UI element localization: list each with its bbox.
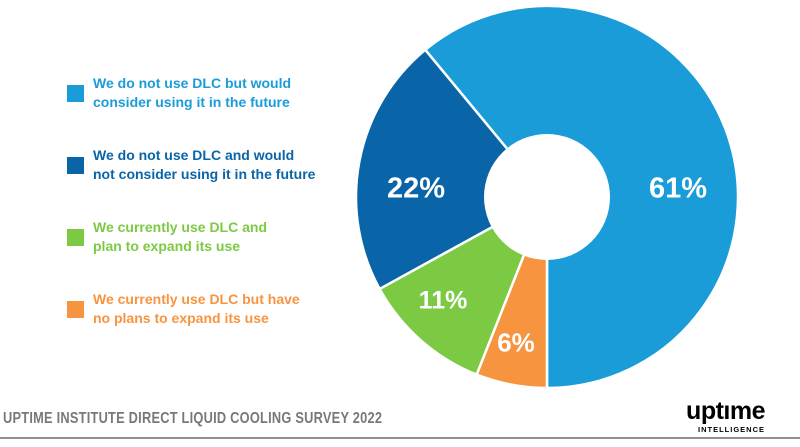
legend-label-line: no plans to expand its use — [93, 310, 269, 326]
slice-value-label: 61% — [648, 172, 708, 205]
legend-swatch — [67, 84, 84, 102]
legend-label-line: not consider using it in the future — [93, 166, 316, 182]
legend-label-line: We do not use DLC and would — [93, 147, 295, 163]
logo-tagline: INTELLIGENCE — [697, 425, 765, 434]
chart-source-caption: UPTIME INSTITUTE DIRECT LIQUID COOLING S… — [3, 410, 383, 427]
legend-item-not-consider: We do not use DLC and would not consider… — [67, 146, 377, 184]
legend-item-consider-future: We do not use DLC but would consider usi… — [67, 74, 377, 112]
legend-label: We currently use DLC but have no plans t… — [93, 290, 300, 328]
legend-label: We currently use DLC and plan to expand … — [93, 218, 267, 256]
chart-legend: We do not use DLC but would consider usi… — [67, 74, 377, 362]
legend-label: We do not use DLC but would consider usi… — [93, 74, 291, 112]
logo-wordmark: uptıme — [686, 397, 765, 425]
legend-item-no-expand: We currently use DLC but have no plans t… — [67, 290, 377, 328]
legend-swatch — [67, 156, 84, 174]
legend-label-line: We do not use DLC but would — [93, 75, 292, 91]
uptime-intelligence-logo: uptıme INTELLIGENCE — [686, 399, 765, 434]
pie-slice-1 — [354, 48, 549, 291]
legend-swatch — [67, 300, 84, 318]
footer-divider — [0, 437, 800, 439]
legend-label: We do not use DLC and would not consider… — [93, 146, 315, 184]
legend-item-expand-use: We currently use DLC and plan to expand … — [67, 218, 377, 256]
slice-value-label: 6% — [497, 327, 535, 358]
donut-hole — [484, 134, 610, 260]
legend-swatch — [67, 228, 84, 246]
legend-label-line: consider using it in the future — [93, 94, 290, 110]
legend-label-line: plan to expand its use — [93, 238, 241, 254]
slice-value-label: 22% — [386, 172, 446, 205]
legend-label-line: We currently use DLC and — [93, 219, 268, 235]
slice-value-label: 11% — [418, 286, 468, 315]
legend-label-line: We currently use DLC but have — [93, 291, 300, 307]
